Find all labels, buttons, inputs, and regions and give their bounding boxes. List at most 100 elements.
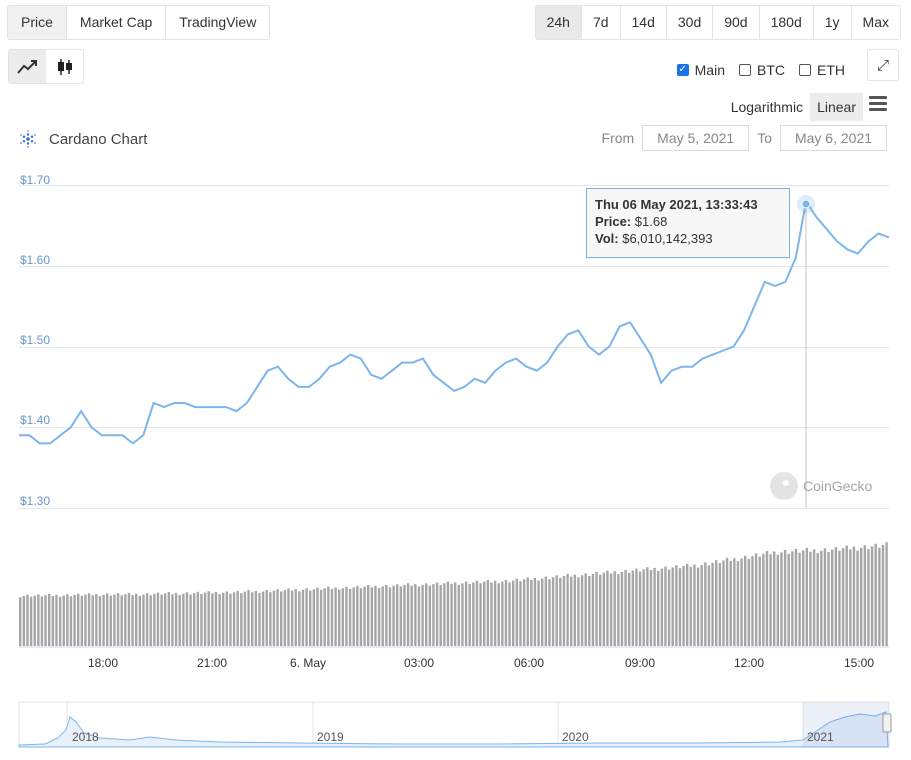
volume-bar — [356, 585, 359, 646]
x-axis-labels: 18:00 21:00 6. May 03:00 06:00 09:00 12:… — [88, 656, 874, 670]
btc-checkbox[interactable] — [739, 64, 751, 76]
volume-bar — [164, 593, 167, 646]
volume-bar — [225, 591, 229, 646]
volume-bar — [519, 581, 522, 646]
range-7d[interactable]: 7d — [581, 6, 621, 39]
volume-bar — [323, 588, 326, 646]
volume-bar — [298, 591, 301, 646]
volume-bar — [269, 592, 272, 646]
tooltip-vol-value: $6,010,142,393 — [622, 231, 713, 246]
from-label: From — [601, 130, 635, 146]
volume-bar — [283, 589, 287, 646]
volume-bar — [464, 581, 468, 646]
hamburger-menu-icon[interactable] — [869, 96, 887, 114]
volume-bar — [715, 560, 718, 646]
volume-bar — [860, 547, 863, 646]
tab-market-cap[interactable]: Market Cap — [66, 6, 167, 39]
x-tick-label: 12:00 — [734, 656, 764, 670]
candlestick-button[interactable] — [46, 50, 83, 83]
volume-bar — [200, 593, 203, 646]
volume-bar — [744, 555, 747, 646]
navigator-selection[interactable] — [803, 702, 889, 747]
volume-bar — [537, 580, 540, 646]
volume-bar — [392, 585, 395, 646]
x-tick-label: 03:00 — [404, 656, 434, 670]
main-checkbox[interactable]: ✓ — [676, 64, 689, 76]
x-tick-label: 09:00 — [625, 656, 655, 670]
volume-bar — [878, 547, 881, 646]
volume-bar — [251, 592, 254, 646]
volume-bar — [232, 592, 236, 646]
tab-price[interactable]: Price — [8, 6, 67, 39]
toggle-btc[interactable]: BTC — [739, 62, 785, 78]
expand-icon: ⤢ — [876, 56, 889, 74]
scale-linear[interactable]: Linear — [810, 93, 863, 121]
volume-bar — [787, 553, 790, 646]
volume-bar — [620, 572, 624, 646]
candlestick-icon — [57, 58, 72, 75]
y-tick-label: $1.30 — [20, 494, 50, 508]
hover-point — [801, 199, 811, 209]
range-90d[interactable]: 90d — [713, 6, 760, 39]
y-tick-label: $1.40 — [20, 413, 50, 427]
navigator[interactable]: 2018 2019 2020 2021 — [18, 701, 892, 748]
volume-bar — [638, 571, 642, 646]
volume-bar — [881, 544, 885, 646]
fullscreen-button[interactable]: ⤢ — [867, 49, 899, 81]
volume-bar — [22, 595, 26, 646]
from-date-input[interactable] — [642, 125, 750, 151]
volume-bar — [98, 596, 102, 646]
volume-bar — [425, 583, 428, 646]
scale-logarithmic[interactable]: Logarithmic — [730, 99, 804, 115]
chart-title-text: Cardano Chart — [49, 130, 148, 148]
volume-bar — [348, 589, 352, 646]
volume-bar — [37, 594, 40, 646]
volume-bar — [689, 566, 693, 646]
scale-selector: Logarithmic Linear — [724, 93, 863, 121]
volume-bar — [773, 551, 776, 646]
volume-bar — [48, 594, 51, 646]
volume-bar — [240, 593, 243, 646]
volume-bar — [675, 565, 678, 646]
range-24h[interactable]: 24h — [535, 6, 582, 39]
volume-bar — [588, 576, 591, 646]
volume-bar — [214, 592, 218, 646]
volume-bar — [258, 592, 261, 646]
line-chart-button[interactable] — [9, 50, 46, 83]
navigator-handle[interactable] — [882, 713, 892, 733]
range-180d[interactable]: 180d — [759, 6, 814, 39]
toggle-eth[interactable]: ETH — [799, 62, 845, 78]
volume-bar — [508, 582, 511, 646]
volume-bar — [261, 591, 265, 646]
volume-bar — [229, 593, 232, 646]
volume-bar — [649, 570, 653, 646]
toggle-main[interactable]: ✓ Main — [676, 62, 725, 78]
volume-bar — [403, 584, 406, 646]
range-14d[interactable]: 14d — [620, 6, 667, 39]
tab-tradingview[interactable]: TradingView — [166, 6, 270, 39]
volume-bar — [490, 582, 493, 646]
volume-bar — [555, 575, 558, 646]
price-tooltip: Thu 06 May 2021, 13:33:43 Price: $1.68 V… — [586, 188, 790, 258]
volume-bar — [664, 566, 667, 646]
chart-title: Cardano Chart — [19, 130, 147, 148]
to-date-input[interactable] — [780, 125, 887, 151]
volume-bar — [628, 572, 631, 646]
to-label: To — [757, 130, 772, 146]
volume-bar — [863, 545, 867, 646]
volume-bar — [73, 595, 76, 646]
range-max[interactable]: Max — [851, 6, 900, 39]
range-30d[interactable]: 30d — [666, 6, 714, 39]
volume-bar — [501, 581, 504, 646]
volume-bar — [55, 594, 58, 646]
volume-bar — [834, 547, 838, 646]
x-tick-label: 6. May — [290, 656, 326, 670]
volume-bar — [435, 582, 439, 646]
volume-bar — [265, 590, 268, 646]
eth-checkbox[interactable] — [799, 64, 811, 76]
volume-bar — [794, 548, 798, 646]
volume-bar — [606, 570, 609, 646]
volume-bar — [40, 596, 44, 646]
range-1y[interactable]: 1y — [813, 6, 852, 39]
